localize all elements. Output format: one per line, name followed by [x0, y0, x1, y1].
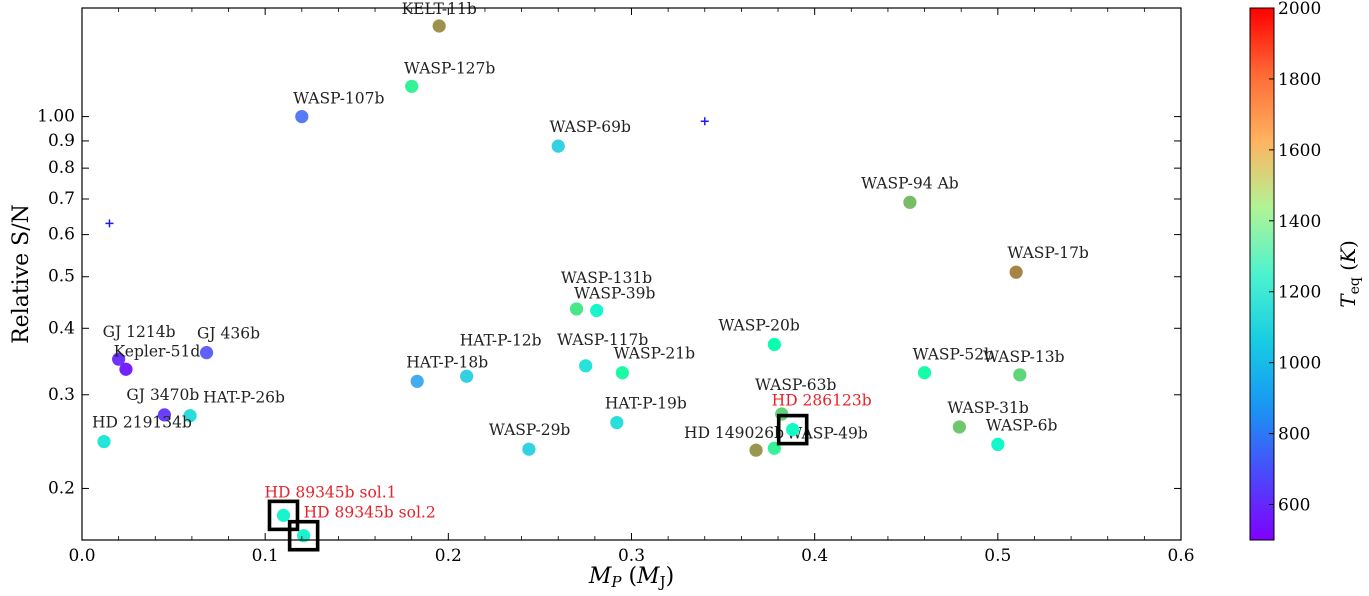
data-point: [953, 420, 966, 433]
data-point: [119, 363, 132, 376]
data-point: [590, 304, 603, 317]
cross-marker: [701, 117, 709, 125]
colorbar: 600 800 1000 1200 1400 1600 1800 2000 Teq (K): [1250, 0, 1363, 540]
data-point: [749, 444, 762, 457]
cross-marker: [105, 219, 113, 227]
point-label: GJ 3470b: [126, 386, 199, 404]
data-point: [200, 346, 213, 359]
y-tick-label: 0.5: [48, 267, 75, 287]
point-label: HD 89345b sol.1: [264, 483, 396, 501]
y-tick-label: 0.8: [48, 158, 75, 178]
data-point: [918, 366, 931, 379]
data-point: [768, 338, 781, 351]
x-tick-label: 0.3: [618, 546, 645, 566]
point-label: HD 286123b: [772, 392, 872, 410]
colorbar-tick-label: 600: [1278, 496, 1310, 516]
y-tick-label: 0.6: [48, 225, 75, 245]
point-label: WASP-69b: [550, 118, 632, 136]
colorbar-tick-label: 1600: [1278, 141, 1321, 161]
data-point: [991, 438, 1004, 451]
data-point: [786, 423, 799, 436]
point-label: WASP-6b: [986, 416, 1058, 434]
point-label: WASP-13b: [983, 348, 1065, 366]
data-point: [295, 110, 308, 123]
point-label: WASP-21b: [614, 345, 696, 363]
point-label: WASP-52b: [913, 346, 995, 364]
data-point: [460, 370, 473, 383]
point-label: HAT-P-19b: [605, 395, 687, 413]
data-point: [411, 375, 424, 388]
point-label: GJ 1214b: [103, 323, 176, 341]
point-label: WASP-94 Ab: [861, 174, 959, 192]
colorbar-tick-label: 1000: [1278, 354, 1321, 374]
point-label: KELT-11b: [402, 0, 477, 18]
data-point: [616, 366, 629, 379]
data-point: [570, 302, 583, 315]
data-point: [405, 80, 418, 93]
data-point: [522, 443, 535, 456]
y-tick-label: 0.9: [48, 131, 75, 151]
point-label: Kepler-51d: [114, 342, 201, 360]
x-tick-label: 0.6: [1167, 546, 1194, 566]
colorbar-tick-label: 800: [1278, 425, 1310, 445]
point-label: WASP-107b: [293, 90, 384, 108]
point-label: HAT-P-26b: [203, 389, 285, 407]
y-axis-label: Relative S/N: [9, 204, 34, 344]
y-tick-label: 0.4: [48, 318, 75, 338]
data-point: [610, 416, 623, 429]
point-label: GJ 436b: [197, 325, 260, 343]
point-label: WASP-29b: [489, 421, 571, 439]
colorbar-tick-label: 1800: [1278, 70, 1321, 90]
data-point: [433, 19, 446, 32]
x-tick-label: 0.1: [252, 546, 279, 566]
points-layer: KELT-11b WASP-127b WASP-107b WASP-69b WASP-9…: [92, 0, 1089, 550]
colorbar-tick-label: 2000: [1278, 0, 1321, 19]
colorbar-label: Teq (K): [1336, 240, 1363, 308]
point-label: WASP-31b: [947, 399, 1029, 417]
point-label: HD 149026b: [684, 424, 784, 442]
data-point: [579, 359, 592, 372]
point-label: WASP-20b: [718, 316, 800, 334]
point-label: WASP-39b: [574, 285, 656, 303]
data-point: [903, 196, 916, 209]
data-point: [1010, 266, 1023, 279]
y-tick-label: 0.2: [48, 478, 75, 498]
point-label: WASP-17b: [1007, 244, 1089, 262]
x-axis-label: MP (MJ): [588, 564, 674, 591]
x-tick-label: 0.4: [801, 546, 828, 566]
y-tick-label: 0.7: [48, 189, 75, 209]
x-tick-label: 0.2: [435, 546, 462, 566]
colorbar-gradient: [1250, 8, 1274, 540]
point-label: HAT-P-18b: [406, 353, 488, 371]
data-point: [97, 435, 110, 448]
x-tick-label: 0.5: [984, 546, 1011, 566]
data-point: [552, 140, 565, 153]
point-label: WASP-127b: [404, 59, 495, 77]
colorbar-tick-label: 1200: [1278, 283, 1321, 303]
data-point: [1013, 368, 1026, 381]
colorbar-tick-label: 1400: [1278, 212, 1321, 232]
y-tick-label: 0.3: [48, 385, 75, 405]
x-tick-label: 0.0: [68, 546, 95, 566]
point-label: HAT-P-12b: [460, 331, 542, 349]
y-tick-label: 1.00: [37, 107, 75, 127]
point-label: HD 89345b sol.2: [304, 504, 436, 522]
point-label: HD 219134b: [92, 414, 192, 432]
